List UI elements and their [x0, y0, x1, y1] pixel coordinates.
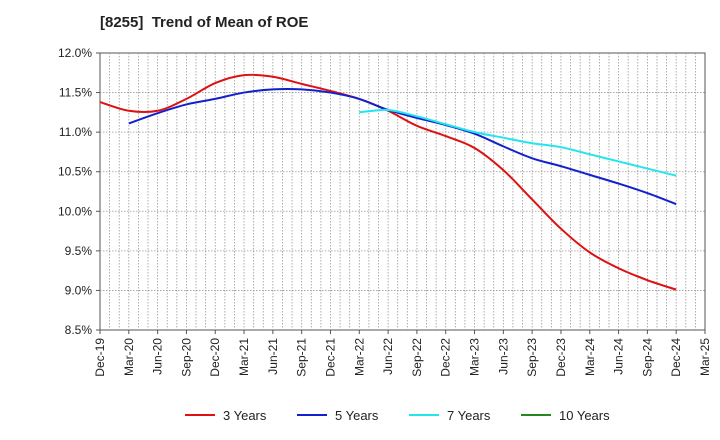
x-tick-label: Mar-21 — [237, 338, 251, 376]
y-gridlines — [100, 92, 705, 291]
y-tick-label: 11.5% — [59, 86, 92, 100]
x-tick-label: Dec-24 — [669, 338, 683, 377]
x-tick-label: Mar-25 — [698, 338, 712, 376]
x-tick-label: Jun-23 — [496, 338, 510, 375]
y-tick-label: 8.5% — [65, 323, 93, 337]
series-line-7-years — [359, 108, 677, 177]
x-tick-label: Dec-21 — [323, 338, 337, 377]
y-tick-label: 10.0% — [58, 204, 92, 218]
x-tick-label: Sep-23 — [525, 338, 539, 377]
y-tick-label: 9.5% — [65, 244, 93, 258]
y-tick-label: 9.0% — [65, 283, 93, 297]
x-tick-label: Dec-22 — [439, 338, 453, 377]
series-lines — [99, 73, 677, 291]
x-tick-label: Mar-24 — [583, 338, 597, 376]
x-tick-label: Mar-22 — [352, 338, 366, 376]
x-tick-label: Jun-20 — [151, 338, 165, 375]
x-tick-label: Sep-20 — [179, 338, 193, 377]
legend-label-10-years: 10 Years — [559, 408, 610, 423]
y-tick-label: 12.0% — [58, 46, 92, 60]
x-tick-label: Sep-21 — [295, 338, 309, 377]
x-gridlines — [109, 53, 696, 330]
x-tick-label: Mar-23 — [468, 338, 482, 376]
x-tick-label: Mar-20 — [122, 338, 136, 376]
x-tick-label: Dec-23 — [554, 338, 568, 377]
legend-label-3-years: 3 Years — [223, 408, 267, 423]
legend-label-5-years: 5 Years — [335, 408, 379, 423]
y-tick-label: 11.0% — [59, 125, 92, 139]
x-tick-label: Jun-22 — [381, 338, 395, 375]
x-tick-label: Jun-24 — [612, 338, 626, 375]
x-tick-label: Sep-24 — [640, 338, 654, 377]
x-axis-ticks: Dec-19 Mar-20 Jun-20 Sep-20 Dec-20 Mar-21 Jun-… — [93, 330, 712, 377]
x-tick-label: Dec-20 — [208, 338, 222, 377]
legend-label-7-years: 7 Years — [447, 408, 491, 423]
y-axis-ticks: 8.5% 9.0% 9.5% 10.0% 10.5% 11.0% 11.5% 12.0% — [58, 46, 100, 337]
x-tick-label: Sep-22 — [410, 338, 424, 377]
chart-title: [8255] Trend of Mean of ROE — [100, 14, 309, 31]
x-tick-label: Dec-19 — [93, 338, 107, 377]
y-tick-label: 10.5% — [58, 165, 92, 179]
legend: 3 Years 5 Years 7 Years 10 Years — [185, 408, 610, 423]
x-tick-label: Jun-21 — [266, 338, 280, 375]
plot-area-border — [99, 52, 706, 331]
series-line-5-years — [128, 88, 677, 206]
